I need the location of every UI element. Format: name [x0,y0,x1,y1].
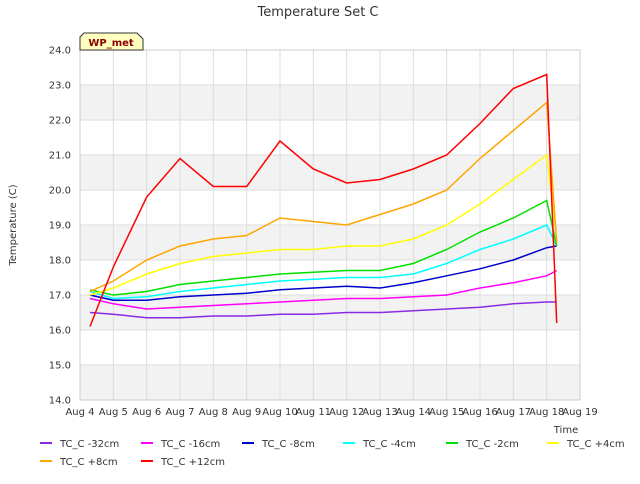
background-band [80,155,580,190]
y-axis-ticks: 14.0 15.0 16.0 17.0 18.0 19.0 20.0 21.0 22.0 23.0… [49,46,71,407]
legend-item: TC_C +8cm [40,457,118,468]
y-tick-label: 23.0 [49,81,71,92]
x-tick-label: Aug 18 [529,407,564,418]
legend-item: TC_C -8cm [242,439,315,450]
series-line [89,100,558,293]
legend-item: TC_C -32cm [40,439,119,450]
y-tick-label: 14.0 [49,396,71,407]
plot-frame [79,49,581,401]
background-band [80,295,580,330]
series-line [89,269,558,310]
y-axis-label: Temperature (C) [8,184,19,266]
y-tick-label: 21.0 [49,151,71,162]
series-line [89,224,558,300]
legend-label: TC_C +4cm [566,439,625,450]
legend-label: TC_C -4cm [362,439,416,450]
x-tick-label: Aug 9 [232,407,261,418]
x-tick-label: Aug 12 [329,407,364,418]
series-line [89,73,558,327]
x-tick-label: Aug 8 [199,407,228,418]
y-tick-label: 15.0 [49,361,71,372]
legend: TC_C -32cm TC_C -16cm TC_C -8cm TC_C -4cm TC… [40,439,625,468]
series-line [89,245,557,301]
series-line [89,301,557,319]
legend-label: TC_C +8cm [59,457,118,468]
x-tick-label: Aug 10 [262,407,297,418]
legend-item: TC_C +4cm [547,439,625,450]
y-tick-label: 22.0 [49,116,71,127]
x-tick-label: Aug 16 [462,407,497,418]
x-tick-label: Aug 13 [362,407,397,418]
wp-met-badge-label: WP_met [88,38,134,49]
x-tick-label: Aug 7 [165,407,194,418]
x-tick-label: Aug 19 [562,407,597,418]
x-tick-label: Aug 4 [65,407,94,418]
x-tick-label: Aug 11 [296,407,331,418]
background-bands [80,85,580,400]
background-band [80,85,580,120]
wp-met-badge: WP_met [79,32,144,51]
y-tick-label: 24.0 [49,46,71,57]
series-lines [89,73,558,327]
legend-label: TC_C -32cm [59,439,119,450]
legend-item: TC_C +12cm [141,457,225,468]
y-tick-label: 20.0 [49,186,71,197]
plot-area [79,49,581,401]
background-band [80,225,580,260]
y-tick-label: 16.0 [49,326,71,337]
legend-item: TC_C -16cm [141,439,220,450]
legend-label: TC_C -8cm [261,439,315,450]
x-tick-label: Aug 6 [132,407,161,418]
y-tick-label: 17.0 [49,291,71,302]
series-line [89,199,558,296]
x-tick-label: Aug 14 [396,407,431,418]
legend-item: TC_C -2cm [446,439,519,450]
series-line [89,153,558,296]
x-axis-label: Time [553,425,578,436]
x-tick-label: Aug 17 [496,407,531,418]
chart-title: Temperature Set C [256,5,378,20]
x-tick-label: Aug 15 [429,407,464,418]
y-tick-label: 18.0 [49,256,71,267]
x-axis-ticks: Aug 4 Aug 5 Aug 6 Aug 7 Aug 8 Aug 9 Aug 10Aug … [65,407,597,418]
legend-item: TC_C -4cm [343,439,416,450]
legend-label: TC_C -16cm [160,439,220,450]
y-tick-label: 19.0 [49,221,71,232]
legend-label: TC_C +12cm [160,457,225,468]
legend-label: TC_C -2cm [465,439,519,450]
x-tick-label: Aug 5 [99,407,128,418]
background-band [80,365,580,400]
